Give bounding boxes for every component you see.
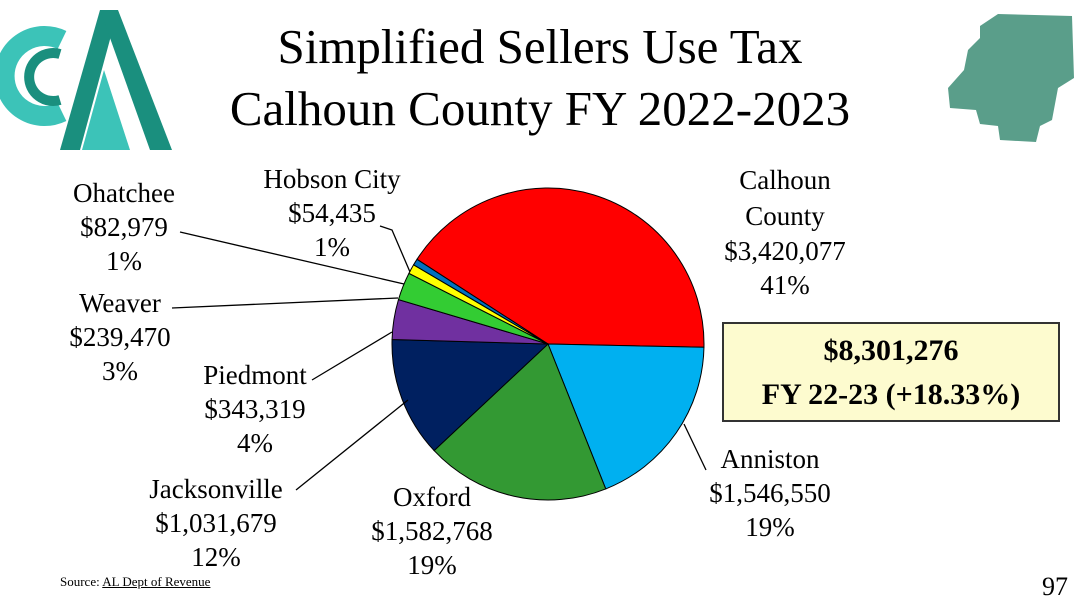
pie-slice-calhoun-county (416, 187, 705, 348)
leader-line-piedmont (311, 331, 393, 381)
slide-title-line2: Calhoun County FY 2022-2023 (229, 81, 851, 136)
total-amount: $8,301,276 (823, 334, 959, 367)
source-prefix: Source: (60, 574, 103, 589)
label-anniston: Anniston $1,546,550 19% (709, 444, 831, 542)
leader-line-anniston (683, 423, 707, 471)
leader-line-weaver (171, 297, 399, 309)
source-note: Source: AL Dept of Revenue (60, 574, 210, 590)
label-jacksonville: Jacksonville $1,031,679 12% (149, 474, 283, 572)
label-hobson-city: Hobson City $54,435 1% (263, 164, 401, 262)
slide-title-line1: Simplified Sellers Use Tax (277, 19, 803, 74)
logo-icon (0, 10, 172, 150)
pie-slice-anniston (547, 343, 705, 490)
pie-slice-jacksonville (391, 338, 550, 452)
label-ohatchee: Ohatchee $82,979 1% (73, 178, 175, 276)
pie-slice-oxford (433, 343, 607, 501)
leader-line-jacksonville (295, 399, 409, 491)
leader-line-hobson-city (379, 225, 411, 273)
total-note: FY 22-23 (+18.33%) (761, 378, 1021, 411)
label-piedmont: Piedmont $343,319 4% (203, 360, 307, 458)
county-map-icon (948, 14, 1074, 142)
label-calhoun-county: Calhoun County $3,420,077 41% (724, 165, 846, 300)
page-number: 97 (1042, 572, 1068, 601)
label-oxford: Oxford $1,582,768 19% (371, 482, 493, 580)
source-link[interactable]: AL Dept of Revenue (102, 574, 211, 589)
pie-slice-hobson-city (412, 258, 549, 345)
leader-line-ohatchee (179, 231, 405, 285)
label-weaver: Weaver $239,470 3% (69, 288, 171, 386)
total-summary-box: $8,301,276 FY 22-23 (+18.33%) (722, 322, 1060, 422)
